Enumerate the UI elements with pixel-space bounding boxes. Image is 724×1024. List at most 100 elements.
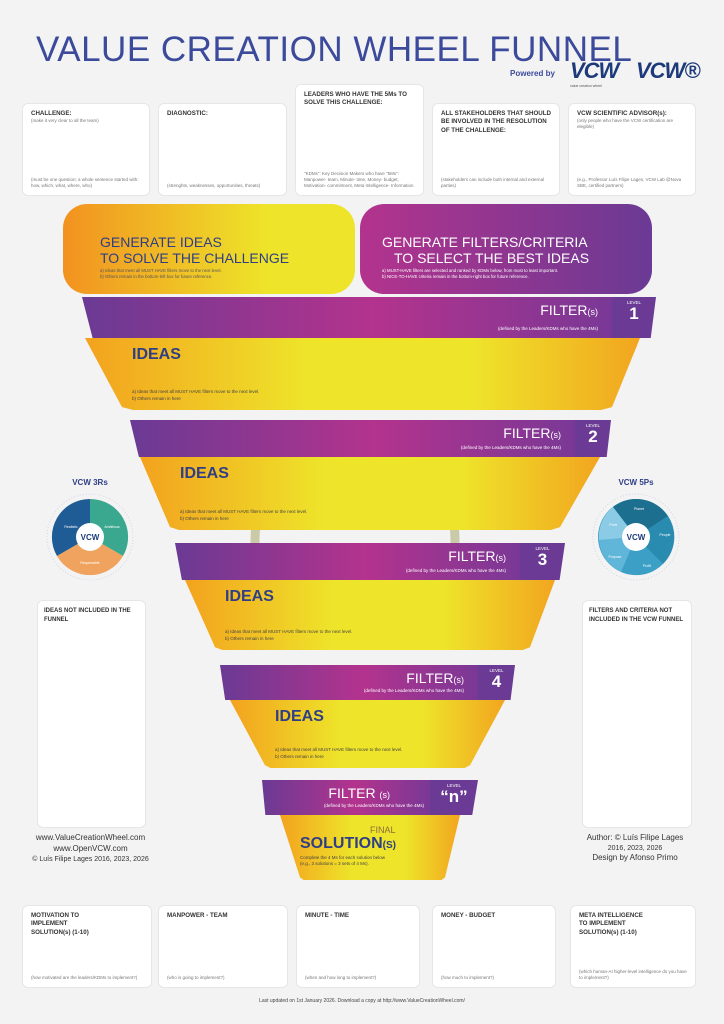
wheel-segment-responsible [57, 537, 123, 576]
advisor-card[interactable]: VCW SCIENTIFIC ADVISOR(s): (only people … [568, 103, 696, 196]
level-tag: LEVEL 2 [575, 420, 611, 457]
filter-suffix: (s) [379, 790, 391, 800]
motivation-card[interactable]: MOTIVATION TO IMPLEMENT SOLUTION(s) (1-1… [22, 905, 152, 988]
segment-label: Realistic [64, 525, 77, 529]
level-label: LEVEL [489, 668, 504, 673]
ideas-label: IDEAS [225, 588, 274, 605]
vcw-logo-text: VCW [570, 58, 619, 83]
filter-title: FILTER(s) [540, 303, 598, 317]
ideas-note-a: a) Ideas that meet all MUST HAVE filters… [225, 629, 353, 635]
challenge-card[interactable]: CHALLENGE: (make it very clear to all th… [22, 103, 150, 196]
filter-band-level-5: FILTER (s) (defined by the Leaders/KDMs … [262, 780, 430, 815]
segment-label: Planet [634, 507, 644, 511]
stakeholders-card[interactable]: ALL STAKEHOLDERS THAT SHOULD BE INVOLVED… [432, 103, 560, 196]
generate-filters-title-1: GENERATE FILTERS/CRITERIA [382, 234, 588, 250]
page-title: VALUE CREATION WHEEL FUNNEL [36, 30, 633, 69]
card-footnote: (e.g., Professor Luís Filipe Lages, VCW … [577, 176, 682, 188]
level-label: LEVEL [626, 300, 641, 305]
card-footnote: (strenghts, weaknesses, opportunities, t… [167, 182, 261, 188]
solution-note-a: Complete the 4 Ms for each solution belo… [300, 855, 386, 860]
meta-intelligence-card[interactable]: META INTELLIGENCE TO IMPLEMENT SOLUTION(… [570, 905, 696, 988]
filter-suffix: (s) [550, 430, 562, 440]
card-title: MONEY - BUDGET [441, 912, 496, 919]
ideas-note-a: a) Ideas that meet all MUST HAVE filters… [180, 509, 308, 515]
card-footnote: (when and how long to implement?) [305, 974, 377, 980]
years: 2016, 2023, 2026 [607, 844, 663, 852]
website-link[interactable]: www.ValueCreationWheel.com [35, 833, 146, 842]
leaders-card[interactable]: LEADERS WHO HAVE THE 5Ms TO SOLVE THIS C… [295, 84, 424, 196]
ideas-label: IDEAS [132, 346, 181, 363]
ideas-area-level-2[interactable]: IDEAS a) Ideas that meet all MUST HAVE f… [140, 457, 600, 530]
generate-filters-panel: GENERATE FILTERS/CRITERIA TO SELECT THE … [360, 204, 652, 294]
ideas-note-b: b) Others remain in here [225, 635, 274, 641]
filter-label: FILTER [448, 548, 496, 564]
final-solution-area[interactable]: FINAL SOLUTION(S) Complete the 4 Ms for … [280, 815, 460, 880]
card-subtitle: (only people who have the VCW certificat… [577, 118, 674, 130]
vcw-5ps-title: VCW 5Ps [618, 478, 654, 487]
card-title: MANPOWER - TEAM [167, 912, 228, 919]
card-title: META INTELLIGENCE TO IMPLEMENT SOLUTION(… [579, 912, 643, 936]
filter-band-level-2: FILTER(s) (defined by the Leaders/KDMs w… [130, 420, 575, 457]
segment-label: Ambitious [104, 525, 120, 529]
solution-label: SOLUTION [300, 835, 383, 852]
filter-suffix: (s) [453, 675, 465, 685]
manpower-card[interactable]: MANPOWER - TEAM (who is going to impleme… [158, 905, 288, 988]
filter-suffix: (s) [495, 553, 507, 563]
card-subtitle: (make it very clear to all the team) [31, 118, 99, 124]
ideas-note-b: b) Others remain in here [275, 753, 324, 759]
card-footnote: (who is going to implement?) [167, 974, 225, 980]
minute-card[interactable]: MINUTE - TIME (when and how long to impl… [296, 905, 420, 988]
segment-label: Responsible [80, 561, 99, 565]
filter-band-level-1: FILTER(s) (defined by the Leaders/KDMs w… [82, 297, 612, 338]
filter-description: (defined by the Leaders/KDMs who have th… [363, 688, 464, 693]
filter-description: (defined by the Leaders/KDMs who have th… [497, 326, 598, 331]
level-number: “n” [440, 787, 468, 806]
card-title: MOTIVATION TO IMPLEMENT SOLUTION(s) (1-1… [31, 912, 89, 936]
generate-ideas-note-a: a) Ideas that meet all MUST HAVE filters… [100, 268, 222, 274]
card-footnote: (must be one question; a whole sentence … [31, 176, 139, 188]
vcw-logo-subtitle: value creation wheel [570, 84, 602, 88]
generate-ideas-note-b: b) Others remain in the bottom-left box … [100, 274, 213, 280]
ideas-note-b: b) Others remain in here [132, 395, 181, 401]
money-card[interactable]: MONEY - BUDGET (how much to implement?) [432, 905, 556, 988]
filter-label: FILTER [328, 785, 380, 801]
card-footnote: (how motivated are the leaders/KDMs to i… [31, 974, 138, 980]
card-title: CHALLENGE: [31, 110, 72, 117]
card-footnote: (which human-AI higher-level intelligenc… [579, 968, 687, 980]
ideas-not-included-box[interactable]: IDEAS NOT INCLUDED IN THE FUNNEL [37, 600, 146, 828]
generate-filters-title-2: TO SELECT THE BEST IDEAS [394, 250, 590, 267]
filters-not-included-box[interactable]: FILTERS AND CRITERIA NOT INCLUDED IN THE… [582, 600, 692, 828]
openvcw-link[interactable]: www.OpenVCW.com [53, 843, 128, 853]
generate-filters-note-a: a) MUST-HAVE filters are selected and ra… [382, 268, 559, 274]
level-label: LEVEL [446, 783, 461, 788]
level-number: 4 [491, 672, 502, 691]
vcw-logo-registered: VCW® [636, 58, 701, 83]
filter-title: FILTER(s) [448, 549, 506, 563]
final-label: FINAL [370, 825, 396, 835]
card-footnote: (how much to implement?) [441, 974, 495, 980]
level-number: 2 [588, 427, 598, 446]
vcw-3rs-wheel: VCW Realistic Ambitious Responsible [46, 493, 134, 581]
side-box-title: FILTERS AND CRITERIA NOT INCLUDED IN THE… [589, 608, 683, 623]
filter-label: FILTER [503, 425, 551, 441]
segment-label: Purpose [608, 555, 621, 559]
filter-title: FILTER(s) [406, 671, 464, 685]
level-label: LEVEL [585, 423, 600, 428]
card-footnote: "KDMs": Key Decision Makers who have "5M… [304, 170, 414, 188]
generate-ideas-panel: GENERATE IDEAS TO SOLVE THE CHALLENGE a)… [63, 204, 355, 294]
level-tag: LEVEL “n” [430, 780, 478, 815]
filter-suffix: (s) [587, 307, 599, 317]
vcw-3rs-title: VCW 3Rs [72, 478, 108, 487]
ideas-area-level-1[interactable]: IDEAS a) Ideas that meet all MUST HAVE f… [85, 338, 640, 410]
diagnostic-card[interactable]: DIAGNOSTIC: (strenghts, weaknesses, oppo… [158, 103, 287, 196]
generate-filters-note-b: b) NICE-TO-HAVE criteria remain in the b… [382, 274, 529, 280]
filter-band-level-3: FILTER(s) (defined by the Leaders/KDMs w… [175, 543, 520, 580]
level-number: 1 [629, 304, 639, 323]
powered-by-label: Powered by [510, 69, 555, 78]
vcw-logo: VCW value creation wheel [570, 58, 619, 88]
ideas-area-level-4[interactable]: IDEAS a) Ideas that meet all MUST HAVE f… [230, 700, 505, 768]
card-title: MINUTE - TIME [305, 912, 349, 919]
level-label: LEVEL [535, 546, 550, 551]
ideas-area-level-3[interactable]: IDEAS a) Ideas that meet all MUST HAVE f… [185, 580, 555, 650]
solution-note-b: (e.g., 3 solutions = 3 sets of 4 Ms). [300, 861, 369, 867]
